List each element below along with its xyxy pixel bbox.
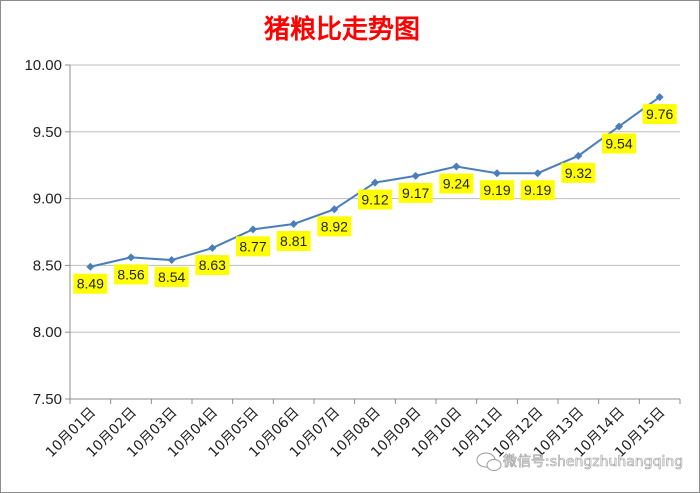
data-label-text: 8.77 [239, 238, 266, 254]
data-label-text: 9.12 [361, 192, 388, 208]
data-label-bg [520, 180, 555, 201]
data-label-bg [398, 182, 433, 203]
data-point [615, 122, 623, 131]
data-label-text: 8.92 [321, 218, 348, 234]
gridlines [70, 64, 680, 333]
data-label-text: 9.76 [646, 106, 673, 122]
watermark: 微信号:shengzhuhangqing [476, 452, 683, 471]
data-label-bg [276, 230, 311, 251]
data-label-bg [317, 216, 352, 237]
data-point [533, 169, 542, 178]
data-point [86, 262, 95, 271]
data-label-bg [480, 180, 514, 201]
data-point [452, 162, 461, 171]
y-tick-label: 9.00 [33, 191, 62, 208]
data-label-bg [236, 236, 270, 257]
data-label-bg [73, 273, 108, 294]
data-label: 8.54 [154, 267, 189, 288]
data-label-bg [154, 267, 189, 288]
data-point [208, 244, 217, 253]
wechat-icon [476, 452, 502, 471]
x-tick-labels: 10月01日10月02日10月03日10月04日10月05日10月06日10月0… [43, 405, 669, 461]
data-label-bg [439, 173, 474, 194]
data-label: 8.49 [73, 273, 108, 294]
data-labels: 8.49 8.56 8.54 8.63 8.77 8.81 8.92 9.12 9.17 9.24… [73, 104, 677, 294]
data-label-text: 9.32 [565, 165, 592, 181]
data-label-bg [602, 133, 636, 154]
data-label: 9.32 [561, 162, 596, 183]
data-label-text: 9.19 [483, 182, 510, 198]
data-label: 8.56 [114, 264, 148, 285]
data-label: 9.24 [439, 173, 474, 194]
data-label: 9.19 [520, 180, 555, 201]
data-label: 8.92 [317, 216, 352, 237]
data-label-text: 8.54 [158, 269, 185, 285]
y-tick-label: 7.50 [33, 391, 62, 408]
axes [65, 64, 681, 404]
data-label-bg [561, 162, 596, 183]
data-point [493, 169, 501, 178]
data-point [167, 256, 176, 265]
data-point [411, 171, 420, 180]
data-point [655, 93, 664, 102]
chart-title: 猪粮比走势图 [264, 14, 420, 45]
data-markers [86, 93, 664, 271]
data-label-bg [358, 189, 392, 210]
data-label: 9.17 [398, 182, 433, 203]
data-label: 9.76 [642, 104, 677, 125]
data-label: 8.77 [236, 236, 270, 257]
data-label-text: 8.49 [77, 276, 104, 292]
data-point [574, 151, 583, 160]
y-tick-label: 8.00 [33, 324, 62, 341]
data-label-text: 9.24 [443, 176, 470, 192]
data-label: 8.63 [195, 255, 230, 276]
y-tick-label: 10.00 [24, 57, 62, 74]
data-label-text: 9.17 [402, 185, 429, 201]
data-point [330, 205, 339, 214]
data-point [371, 178, 379, 187]
data-label-text: 8.81 [280, 233, 307, 249]
data-point [249, 225, 257, 234]
data-label-bg [642, 104, 677, 125]
y-tick-label: 9.50 [33, 124, 62, 141]
data-label: 8.81 [276, 230, 311, 251]
data-label: 9.54 [602, 133, 636, 154]
y-tick-labels: 7.50 8.00 8.50 9.00 9.50 10.00 [24, 57, 62, 408]
data-point [127, 253, 135, 262]
y-tick-label: 8.50 [33, 257, 62, 274]
data-label: 9.12 [358, 189, 392, 210]
watermark-text: 微信号:shengzhuhangqing [503, 454, 683, 470]
data-label-bg [195, 255, 230, 276]
data-label-bg [114, 264, 148, 285]
data-point [289, 219, 298, 228]
data-label-text: 9.19 [524, 182, 551, 198]
data-label-text: 8.56 [117, 266, 144, 282]
data-label-text: 9.54 [605, 135, 632, 151]
data-label-text: 8.63 [199, 257, 226, 273]
data-label: 9.19 [480, 180, 514, 201]
